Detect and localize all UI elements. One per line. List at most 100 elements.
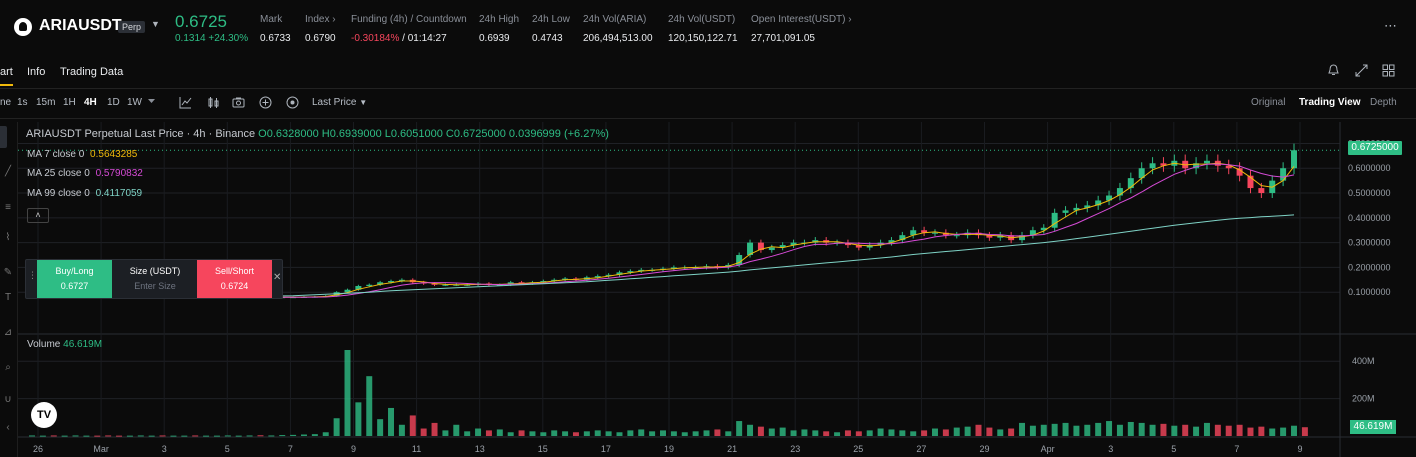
tab-trading-data[interactable]: Trading Data <box>60 66 124 78</box>
stat-24h-high: 24h High 0.6939 <box>479 14 519 44</box>
candle-body <box>344 289 351 293</box>
interval-1w[interactable]: 1W <box>127 97 142 108</box>
replay-icon[interactable] <box>286 96 299 109</box>
time-tick-label: 5 <box>225 444 230 454</box>
candle-body <box>1203 160 1210 164</box>
volume-bar <box>942 429 949 436</box>
bell-icon[interactable] <box>1327 64 1340 77</box>
interval-time-partial[interactable]: ne <box>0 97 12 108</box>
interval-dropdown-icon[interactable] <box>148 98 155 105</box>
volume-bar <box>126 435 133 437</box>
stat-label: 24h High <box>479 14 520 25</box>
volume-bar <box>812 430 819 436</box>
contract-badge: Perp <box>118 21 146 33</box>
price-axis[interactable]: 0.70000000.60000000.50000000.40000000.30… <box>1348 138 1391 297</box>
volume-bar <box>507 432 514 436</box>
measure-tool-icon[interactable]: ⊿ <box>3 327 13 338</box>
volume-bar <box>1171 425 1178 436</box>
collapse-rail-icon[interactable]: ‹ <box>6 422 10 433</box>
volume-bar <box>877 428 884 436</box>
candle-body <box>355 286 362 290</box>
collapse-legend-button[interactable]: ˄ <box>27 208 49 223</box>
candle-body <box>616 272 623 275</box>
trendline-tool-icon[interactable]: ╱ <box>4 166 12 177</box>
chevron-right-icon: › <box>848 14 852 25</box>
volume-bar <box>997 429 1004 436</box>
candle-style-icon[interactable] <box>207 96 220 109</box>
symbol-dropdown-icon[interactable]: ▼ <box>151 19 160 29</box>
candle-body <box>627 271 634 273</box>
close-icon[interactable]: ✕ <box>273 272 282 283</box>
layout-grid-icon[interactable] <box>1382 64 1395 77</box>
candle-body <box>986 235 993 238</box>
stat-index[interactable]: Index › 0.6790 <box>305 14 336 44</box>
volume-bar <box>747 424 754 436</box>
volume-bar <box>703 430 710 436</box>
time-tick-label: Apr <box>1041 444 1055 454</box>
candle-body <box>921 230 928 233</box>
candle-body <box>757 242 764 251</box>
volume-bar <box>551 430 558 436</box>
view-original[interactable]: Original <box>1251 97 1286 108</box>
volume-bar <box>290 434 297 436</box>
candle-body <box>1291 150 1297 169</box>
candle-body <box>1193 163 1200 169</box>
size-field[interactable]: Size (USDT) Enter Size <box>114 260 196 298</box>
volume-bar <box>496 429 503 436</box>
view-trading-view[interactable]: Trading View <box>1299 97 1361 108</box>
sell-short-button[interactable]: Sell/Short 0.6724 <box>197 260 272 298</box>
volume-bar <box>1138 422 1145 436</box>
add-indicator-icon[interactable] <box>259 96 272 109</box>
volume-bar <box>605 431 612 436</box>
price-type-select[interactable]: Last Price ▼ <box>312 97 367 108</box>
crosshair-tool-icon[interactable] <box>0 126 7 148</box>
volume-bar <box>203 435 210 437</box>
price-tick-label: 0.2000000 <box>1348 262 1391 272</box>
tradingview-logo[interactable]: TV <box>31 402 57 428</box>
sell-label: Sell/Short <box>214 266 255 276</box>
symbol-name[interactable]: ARIAUSDT <box>39 17 122 34</box>
volume-bar <box>192 435 199 437</box>
volume-bar <box>725 431 732 436</box>
interval-1s[interactable]: 1s <box>17 97 28 108</box>
ma7-label: MA 7 close 0 <box>27 149 85 160</box>
text-tool-icon[interactable]: T <box>4 292 12 303</box>
candle-body <box>562 278 569 280</box>
interval-4h[interactable]: 4H <box>84 97 97 108</box>
volume-bar <box>105 435 112 437</box>
camera-icon[interactable] <box>232 96 245 109</box>
volume-bar <box>398 424 405 436</box>
brush-tool-icon[interactable]: ✎ <box>3 267 13 278</box>
interval-1h[interactable]: 1H <box>63 97 76 108</box>
time-tick-label: 29 <box>979 444 989 454</box>
candle-body <box>790 242 797 246</box>
tab-info[interactable]: Info <box>27 66 46 78</box>
ma99-legend: MA 99 close 0 0.4117059 <box>27 188 142 199</box>
volume-bar <box>246 435 253 437</box>
volume-bar <box>1106 421 1113 436</box>
stat-open-interest[interactable]: Open Interest(USDT) › 27,701,091.05 <box>751 14 852 44</box>
pattern-tool-icon[interactable]: ⌇ <box>5 232 11 243</box>
volume-bar <box>638 429 645 436</box>
more-options-icon[interactable]: ⋯ <box>1384 18 1398 33</box>
time-tick-label: 25 <box>853 444 863 454</box>
volume-bar <box>94 435 101 437</box>
stat-value: 206,494,513.00 <box>583 33 653 44</box>
volume-bar <box>1291 425 1297 436</box>
candle-body <box>431 283 438 285</box>
last-price-tag: 0.6725000 <box>1348 141 1402 155</box>
interval-15m[interactable]: 15m <box>36 97 56 108</box>
buy-long-button[interactable]: Buy/Long 0.6727 <box>37 260 112 298</box>
fib-tool-icon[interactable]: ≡ <box>5 202 11 213</box>
tab-chart[interactable]: art <box>0 66 13 86</box>
view-depth[interactable]: Depth <box>1370 97 1397 108</box>
time-axis[interactable]: 26 Mar 3 5 7 9 11 13 15 17 19 21 23 25 27 29 Apr 3 5 7 9 <box>33 444 1303 454</box>
magnet-tool-icon[interactable]: ∪ <box>4 394 12 405</box>
zoom-tool-icon[interactable]: ⌕ <box>5 362 11 373</box>
volume-bar <box>1214 424 1221 436</box>
indicators-icon[interactable] <box>179 96 192 109</box>
expand-icon[interactable] <box>1355 64 1368 77</box>
interval-1d[interactable]: 1D <box>107 97 120 108</box>
size-placeholder: Enter Size <box>134 281 176 291</box>
time-tick-label: 13 <box>475 444 485 454</box>
